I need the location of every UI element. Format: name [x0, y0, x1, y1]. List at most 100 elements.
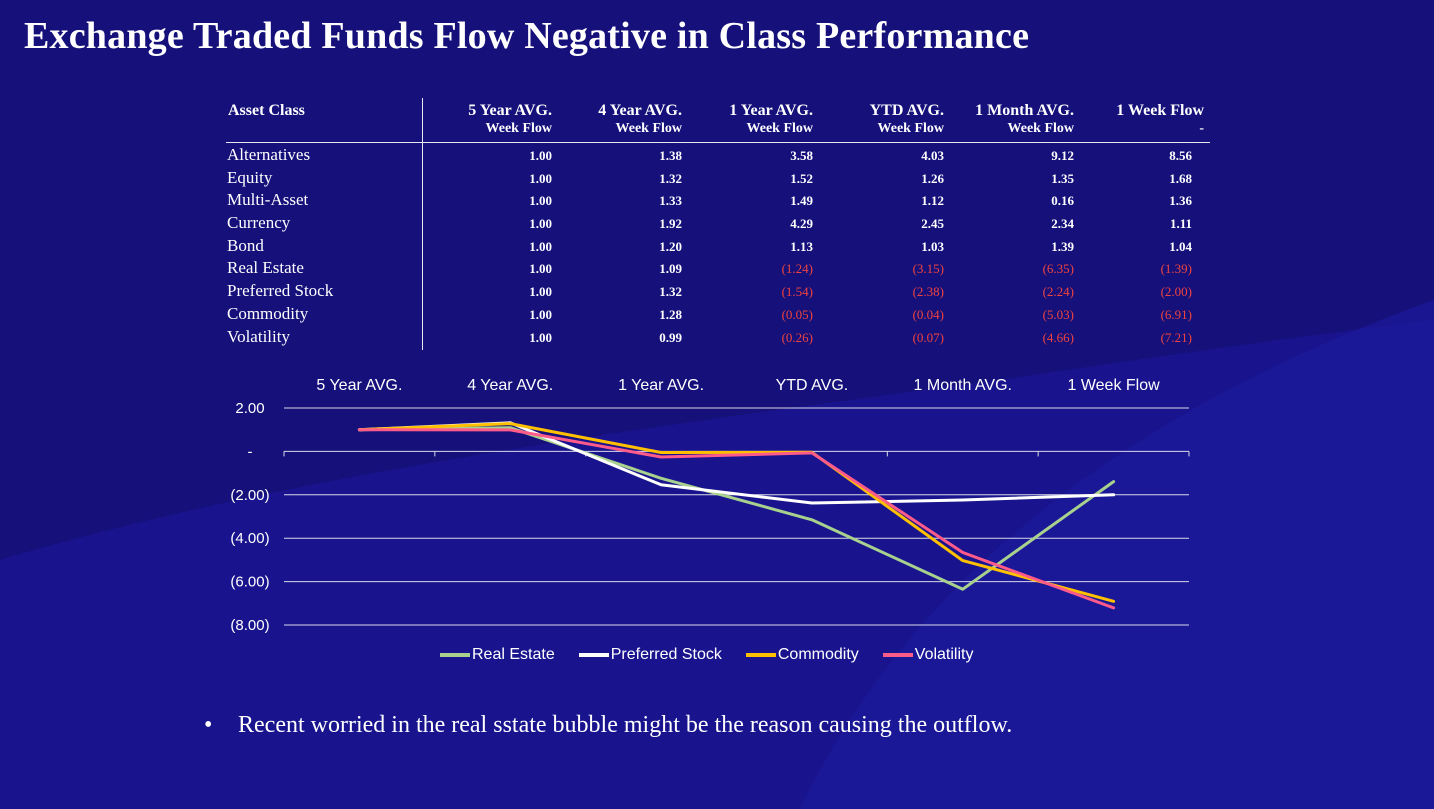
table-cell: 1.00	[529, 261, 552, 277]
table-row: Currency 1.00 1.92 4.29 2.45 2.34 1.11	[226, 211, 1210, 234]
table-cell: 1.26	[921, 170, 944, 186]
table-cell: (2.24)	[1042, 284, 1074, 300]
table-cell: (1.24)	[781, 261, 813, 277]
table-cell: (0.26)	[781, 329, 813, 345]
table-row: Alternatives 1.00 1.38 3.58 4.03 9.12 8.56	[226, 143, 1210, 166]
table-cell: (0.07)	[912, 329, 944, 345]
table-cell: 8.56	[1169, 148, 1192, 163]
table-cell: 1.00	[529, 306, 552, 322]
table-row: Bond 1.00 1.20 1.13 1.03 1.39 1.04	[226, 234, 1210, 257]
table-cell: (5.03)	[1042, 306, 1074, 322]
table-cell: (3.15)	[912, 261, 944, 277]
asset-class-name: Alternatives	[227, 145, 311, 164]
header-1-week: 1 Week Flow -	[1116, 102, 1204, 136]
header-1-year: 1 Year AVG. Week Flow	[729, 102, 813, 136]
flow-table: Asset Class 5 Year AVG. Week Flow 4 Year …	[226, 98, 1210, 350]
bullet-text: Recent worried in the real sstate bubble…	[238, 712, 1013, 738]
asset-class-name: Preferred Stock	[227, 281, 334, 301]
table-body: Alternatives 1.00 1.38 3.58 4.03 9.12 8.56 Equi…	[226, 143, 1210, 347]
legend-swatch	[578, 653, 609, 657]
table-cell: (0.04)	[912, 306, 944, 322]
table-cell: 1.32	[659, 170, 682, 186]
table-cell: 1.00	[529, 284, 552, 300]
legend-item: Commodity	[745, 646, 859, 664]
header-ytd: YTD AVG. Week Flow	[869, 102, 944, 136]
table-cell: (6.91)	[1160, 306, 1192, 322]
table-cell: 1.00	[529, 170, 552, 186]
header-1-month: 1 Month AVG. Week Flow	[975, 102, 1074, 136]
table-cell: 1.13	[790, 238, 813, 254]
y-tick-label: (4.00)	[230, 530, 269, 547]
table-cell: 1.04	[1169, 238, 1192, 254]
asset-class-header: Asset Class	[228, 102, 305, 119]
table-cell: 2.34	[1051, 216, 1074, 232]
table-cell: 1.09	[659, 261, 682, 277]
table-cell: 1.38	[659, 148, 682, 163]
asset-class-name: Equity	[227, 167, 273, 187]
x-category-label: 1 Year AVG.	[618, 377, 704, 394]
table-cell: 1.33	[659, 193, 682, 209]
table-cell: (1.54)	[781, 284, 813, 300]
table-cell: 1.32	[659, 284, 682, 300]
legend-item: Real Estate	[440, 646, 555, 664]
table-cell: 1.00	[529, 238, 552, 254]
chart-legend: Real Estate Preferred Stock Commodity Volat…	[440, 646, 997, 664]
x-category-label: 1 Week Flow	[1067, 377, 1160, 394]
y-tick-label: (6.00)	[230, 574, 269, 591]
legend-label: Volatility	[914, 646, 974, 663]
legend-item: Volatility	[882, 646, 974, 664]
table-cell: (4.66)	[1042, 329, 1074, 345]
flow-line-chart: 2.00 - (2.00) (4.00) (6.00) (8.00) 5 Year AVG.…	[230, 377, 1190, 634]
legend-swatch	[745, 653, 776, 657]
table-cell: 4.29	[790, 216, 813, 232]
table-cell: 1.20	[659, 238, 682, 254]
table-row: Equity 1.00 1.32 1.52 1.26 1.35 1.68	[226, 166, 1210, 189]
table-cell: 1.35	[1051, 170, 1074, 186]
y-tick-label: (2.00)	[230, 487, 269, 504]
series-line-commodity	[357, 422, 1116, 603]
legend-label: Real Estate	[472, 646, 555, 663]
table-cell: (6.35)	[1042, 261, 1074, 277]
asset-class-name: Bond	[227, 235, 264, 255]
table-cell: 1.36	[1169, 193, 1192, 209]
legend-item: Preferred Stock	[578, 646, 722, 664]
table-cell: 1.00	[529, 148, 552, 163]
asset-class-name: Volatility	[227, 326, 290, 346]
slide-title: Exchange Traded Funds Flow Negative in C…	[24, 15, 1030, 57]
table-cell: 9.12	[1051, 148, 1074, 163]
table-row: Preferred Stock 1.00 1.32 (1.54) (2.38) (2.24…	[226, 279, 1210, 302]
table-cell: 4.03	[921, 148, 944, 163]
series-line-real-estate	[357, 426, 1116, 591]
bullet-point: • Recent worried in the real sstate bubbl…	[204, 712, 1012, 739]
table-header: Asset Class 5 Year AVG. Week Flow 4 Year …	[226, 98, 1210, 143]
table-cell: 1.00	[529, 329, 552, 345]
x-category-label: 5 Year AVG.	[316, 377, 402, 394]
table-cell: (0.05)	[781, 306, 813, 322]
table-row: Volatility 1.00 0.99 (0.26) (0.07) (4.66) (7.2…	[226, 325, 1210, 348]
asset-class-name: Multi-Asset	[227, 190, 309, 210]
table-cell: 1.11	[1169, 216, 1192, 232]
asset-class-name: Commodity	[227, 303, 309, 323]
x-category-label: 4 Year AVG.	[467, 377, 553, 394]
table-cell: 3.58	[790, 148, 813, 163]
table-row: Real Estate 1.00 1.09 (1.24) (3.15) (6.35) (1.…	[226, 256, 1210, 279]
legend-label: Commodity	[777, 646, 859, 663]
asset-class-name: Currency	[227, 213, 291, 233]
x-category-label: YTD AVG.	[776, 377, 849, 394]
legend-swatch	[882, 653, 913, 657]
series-line-preferred-stock	[357, 421, 1116, 505]
series-line-volatility	[357, 428, 1116, 610]
x-category-label: 1 Month AVG.	[914, 377, 1012, 394]
table-cell: 1.52	[790, 170, 813, 186]
table-divider	[422, 98, 423, 350]
table-cell: 1.00	[529, 193, 552, 209]
y-tick-label: -	[248, 443, 253, 460]
bullet-mark: •	[204, 712, 213, 738]
header-5-year: 5 Year AVG. Week Flow	[468, 102, 552, 136]
table-cell: 1.00	[529, 216, 552, 232]
table-cell: 1.49	[790, 193, 813, 209]
table-row: Multi-Asset 1.00 1.33 1.49 1.12 0.16 1.36	[226, 188, 1210, 211]
table-cell: 0.16	[1051, 193, 1074, 209]
header-4-year: 4 Year AVG. Week Flow	[598, 102, 682, 136]
